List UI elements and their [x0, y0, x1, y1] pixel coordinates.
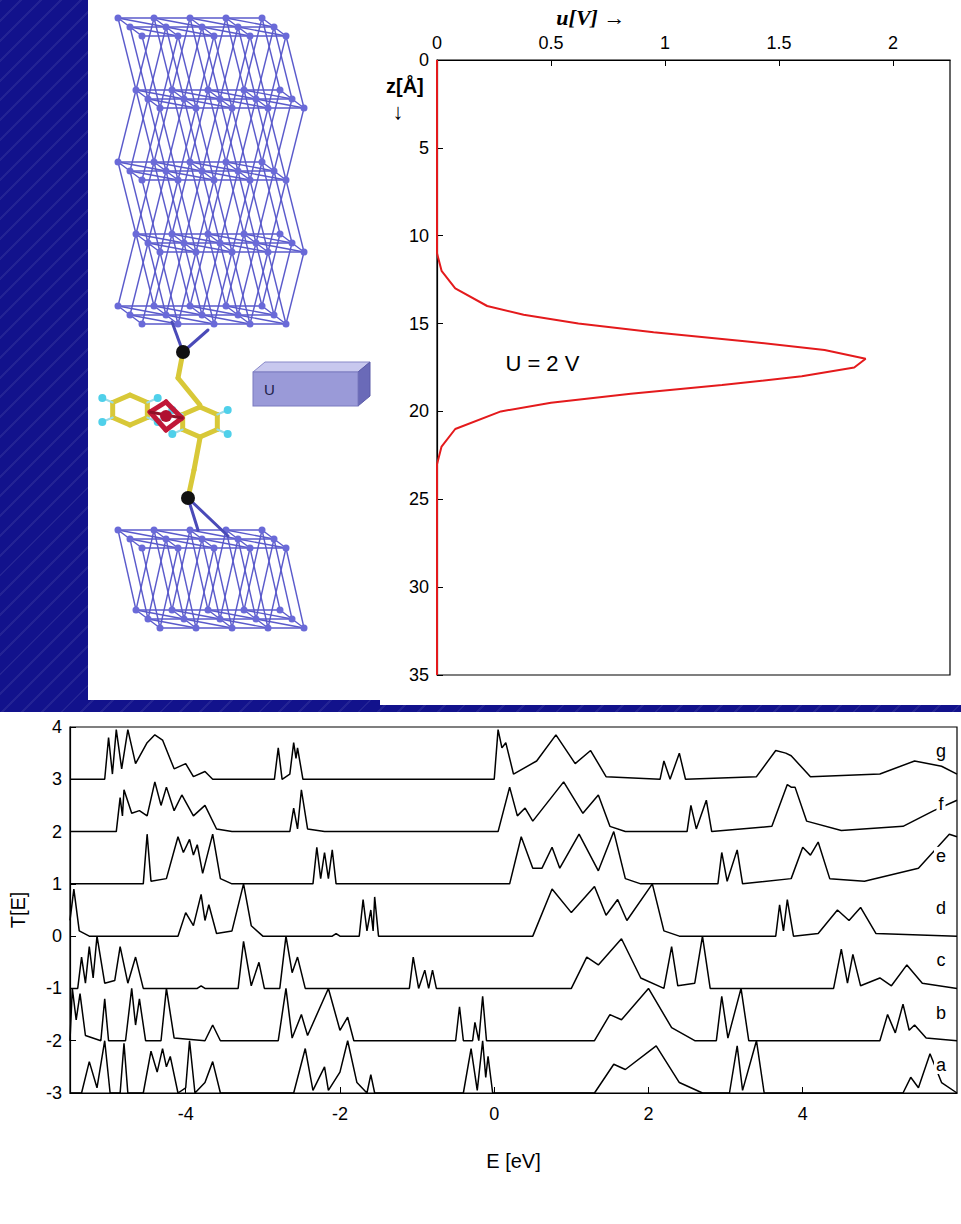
svg-text:3: 3: [52, 769, 62, 789]
svg-text:g: g: [936, 741, 946, 761]
svg-text:c: c: [937, 950, 946, 970]
svg-text:T[E]: T[E]: [7, 892, 29, 929]
svg-text:2: 2: [888, 33, 898, 53]
svg-text:35: 35: [409, 665, 429, 685]
svg-text:u[V] →: u[V] →: [556, 5, 625, 30]
svg-text:a: a: [936, 1055, 947, 1075]
svg-text:2: 2: [643, 1104, 653, 1124]
svg-text:15: 15: [409, 314, 429, 334]
svg-text:U = 2 V: U = 2 V: [505, 351, 579, 376]
svg-text:1: 1: [660, 33, 670, 53]
svg-text:10: 10: [409, 226, 429, 246]
svg-text:4: 4: [52, 717, 62, 737]
svg-text:z[Å]: z[Å]: [386, 74, 424, 97]
svg-text:30: 30: [409, 577, 429, 597]
svg-text:0: 0: [419, 50, 429, 70]
svg-text:25: 25: [409, 489, 429, 509]
svg-text:↓: ↓: [393, 99, 404, 124]
svg-text:b: b: [936, 1003, 946, 1023]
svg-text:20: 20: [409, 401, 429, 421]
svg-text:1.5: 1.5: [766, 33, 791, 53]
svg-text:f: f: [938, 794, 944, 814]
svg-text:0.5: 0.5: [538, 33, 563, 53]
svg-text:U: U: [264, 381, 275, 398]
svg-text:1: 1: [52, 874, 62, 894]
svg-text:-1: -1: [46, 978, 62, 998]
svg-text:-2: -2: [332, 1104, 348, 1124]
svg-text:e: e: [936, 846, 946, 866]
svg-text:-3: -3: [46, 1083, 62, 1103]
svg-text:E [eV]: E [eV]: [486, 1150, 540, 1172]
svg-text:0: 0: [432, 33, 442, 53]
svg-text:4: 4: [798, 1104, 808, 1124]
svg-text:5: 5: [419, 138, 429, 158]
svg-text:-4: -4: [178, 1104, 194, 1124]
svg-text:0: 0: [52, 926, 62, 946]
svg-text:0: 0: [489, 1104, 499, 1124]
svg-text:2: 2: [52, 822, 62, 842]
svg-text:d: d: [936, 898, 946, 918]
svg-text:-2: -2: [46, 1031, 62, 1051]
